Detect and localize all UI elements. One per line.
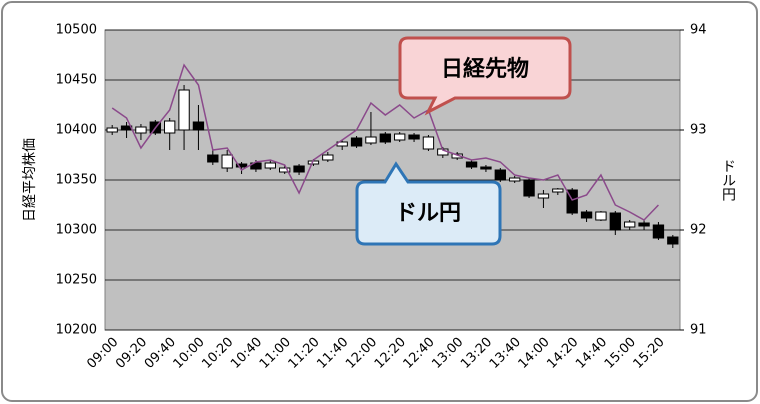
candle-body — [207, 154, 219, 163]
candle-body — [667, 236, 679, 245]
candle-body — [465, 161, 478, 168]
candle-body — [264, 162, 276, 169]
candle-body — [365, 136, 377, 144]
y-tick-label: 10200 — [56, 323, 97, 338]
y-axis-label: 日経平均株価 — [22, 138, 38, 222]
candle-body — [293, 165, 305, 173]
usdjpy-line — [111, 63, 659, 221]
candle-body — [350, 137, 363, 147]
candle-body — [379, 133, 391, 143]
y2-tick-label: 94 — [690, 23, 707, 38]
candle-body — [250, 162, 262, 170]
candle-body — [106, 127, 118, 133]
y-tick-label: 10450 — [56, 73, 97, 88]
candle-body — [192, 121, 205, 131]
candle-body — [394, 133, 406, 141]
candle-body — [408, 134, 420, 140]
annotation: ドル円 — [395, 201, 461, 226]
candle-body — [595, 211, 607, 221]
y2-axis-label: ドル円 — [720, 159, 736, 202]
callout-nikkei: 日経先物 — [398, 36, 572, 116]
y2-tick-label: 93 — [690, 123, 707, 138]
y-tick-label: 10300 — [56, 223, 97, 238]
candle-body — [480, 166, 492, 170]
callout-usdjpy: ドル円 — [355, 161, 502, 246]
candle-body — [178, 89, 190, 131]
candle-body — [164, 120, 176, 134]
candle-body — [221, 154, 233, 169]
y-tick-label: 10500 — [56, 23, 97, 38]
candle-body — [509, 177, 521, 182]
y2-tick-label: 91 — [690, 323, 707, 338]
candle-body — [279, 167, 291, 173]
y-tick-label: 10250 — [56, 273, 97, 288]
y2-tick-label: 92 — [690, 223, 707, 238]
callout-box — [398, 36, 572, 116]
candle-body — [580, 211, 593, 219]
callout-box — [355, 161, 502, 246]
candle-body — [638, 222, 650, 227]
y-tick-label: 10400 — [56, 123, 97, 138]
candle-body — [494, 169, 506, 181]
candle-body — [451, 153, 463, 159]
candle-body — [552, 188, 564, 193]
candle-body — [235, 163, 248, 168]
candle-body — [135, 126, 147, 134]
candle-body — [422, 136, 435, 150]
annotation: 日経先物 — [441, 56, 529, 82]
candle-body — [537, 193, 550, 199]
candle-body — [566, 189, 578, 214]
candle-body — [624, 221, 636, 228]
candle-body — [609, 212, 621, 231]
candle-body — [652, 224, 665, 239]
y-tick-label: 10350 — [56, 173, 97, 188]
candle-body — [523, 179, 535, 197]
candle-body — [322, 154, 334, 161]
